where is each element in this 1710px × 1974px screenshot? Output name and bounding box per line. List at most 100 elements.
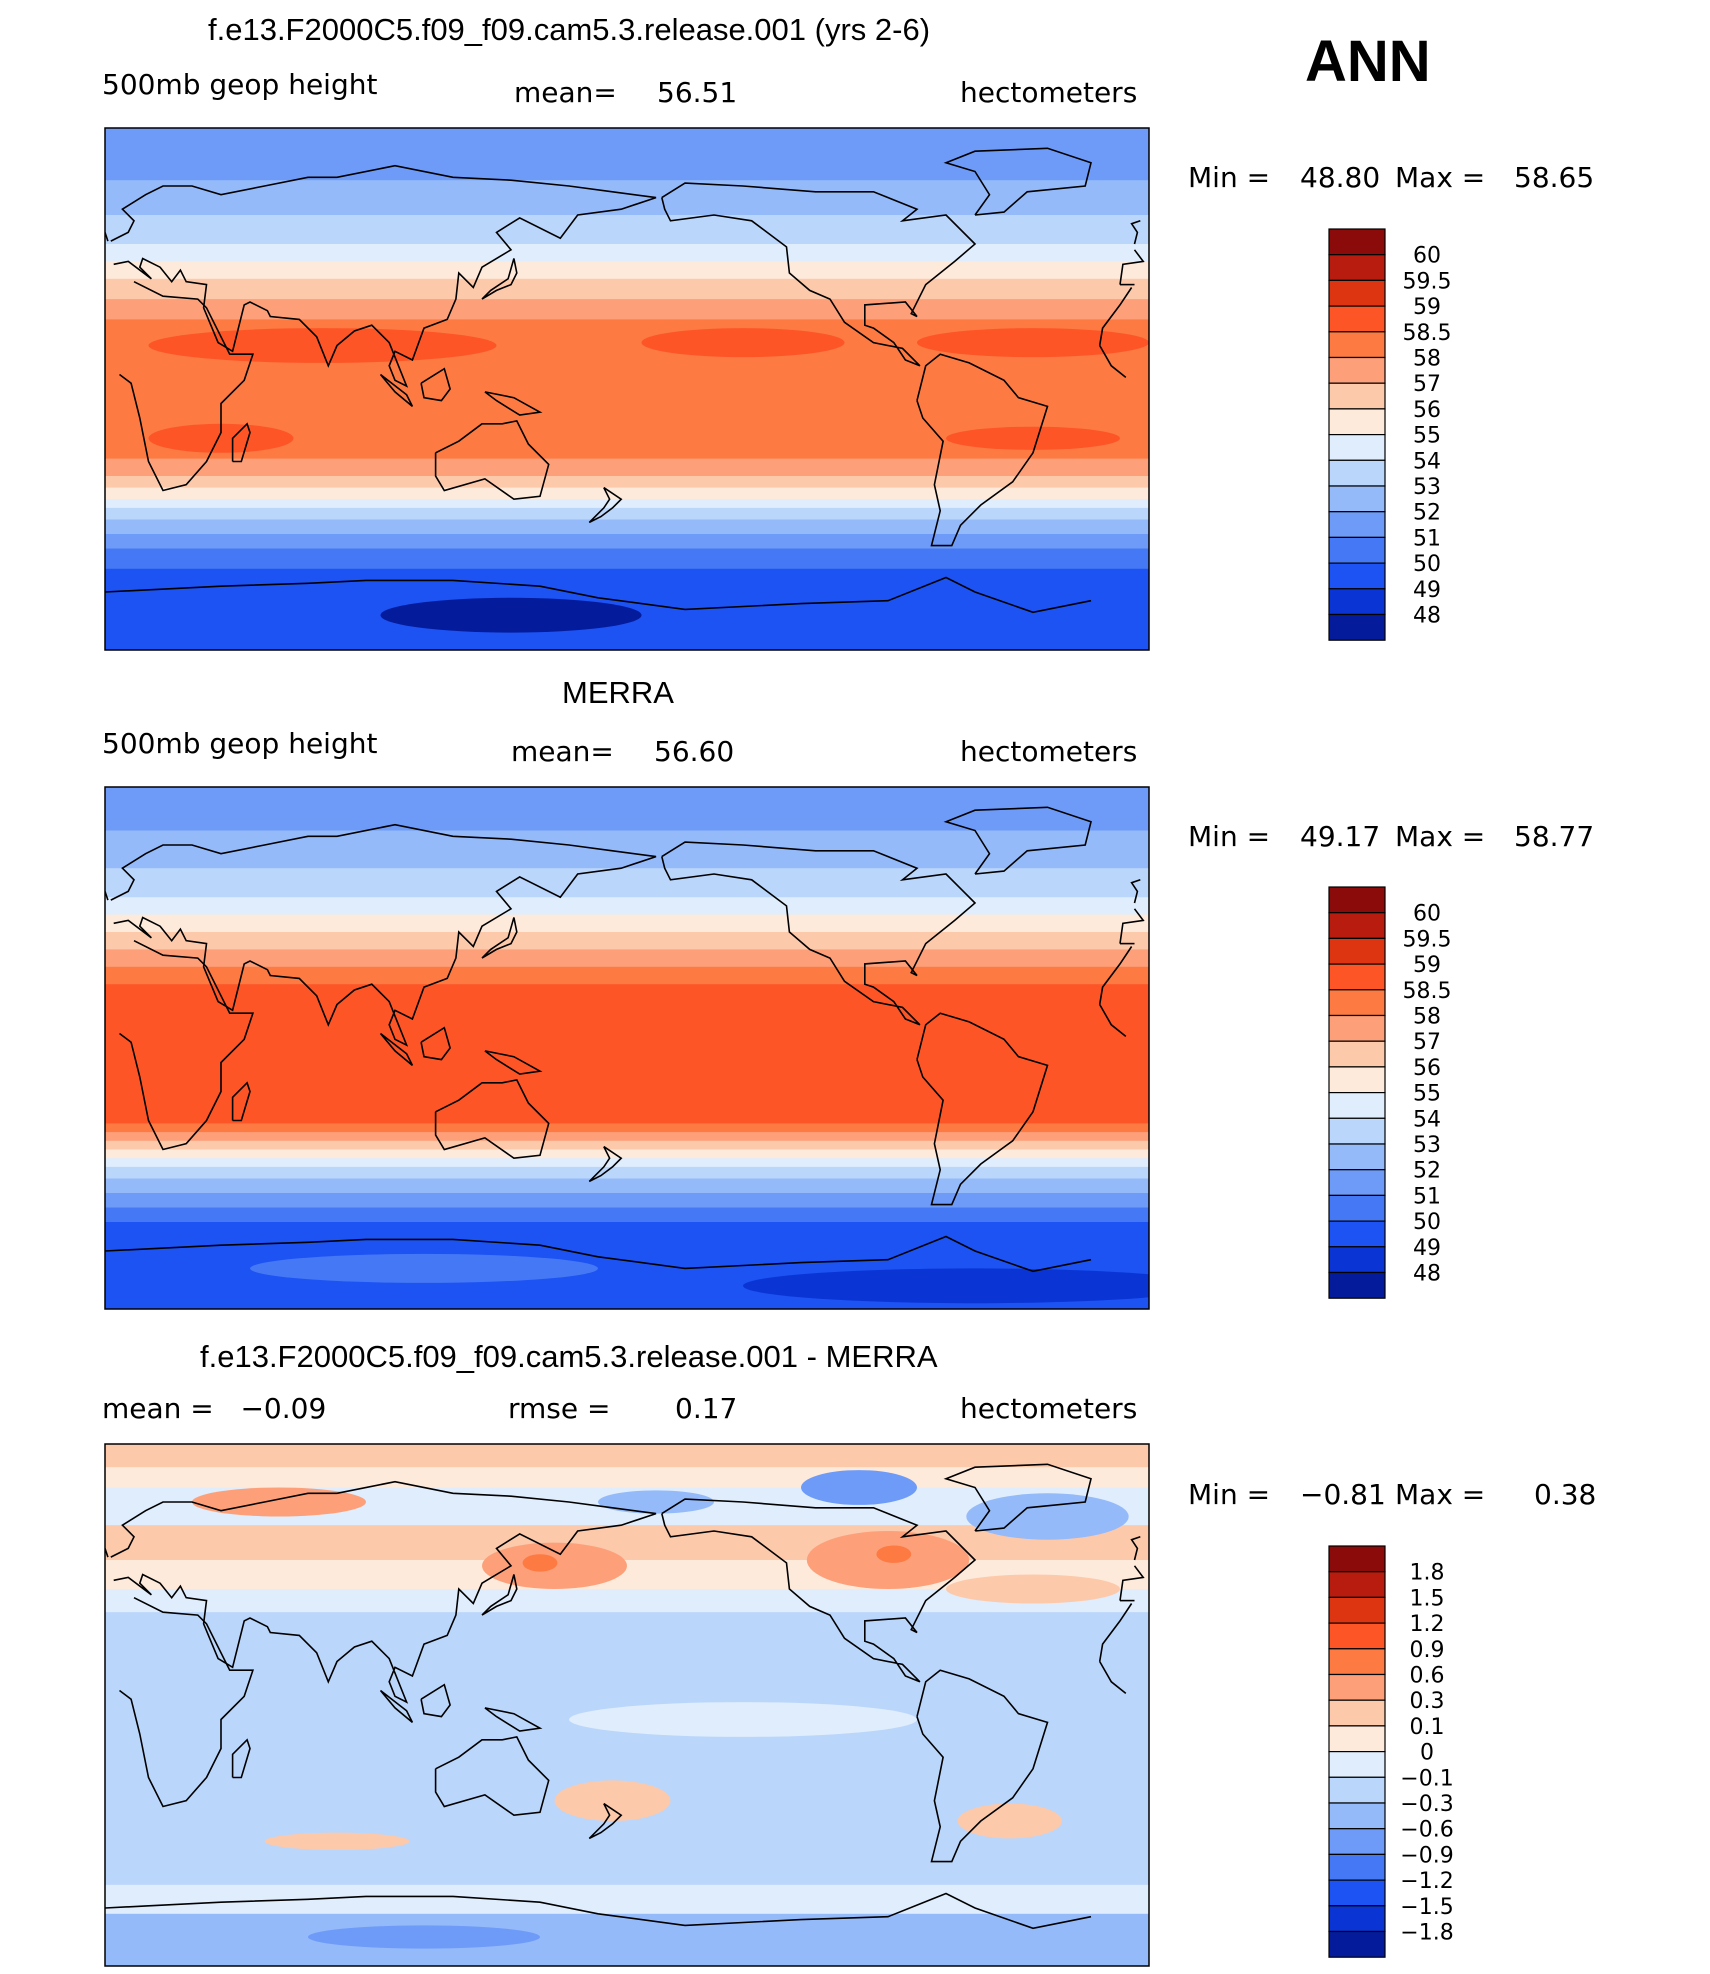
panel-2-map bbox=[104, 786, 1150, 1310]
colorbar-swatch bbox=[1328, 254, 1386, 281]
field-band bbox=[105, 458, 1149, 477]
coastline bbox=[588, 1145, 623, 1183]
panel-2-frame bbox=[104, 786, 1150, 1310]
colorbar-tick-label: 52 bbox=[1413, 501, 1441, 526]
coastline bbox=[943, 1463, 1092, 1532]
field-band bbox=[105, 1111, 1149, 1125]
field-band bbox=[105, 830, 1149, 870]
coastline bbox=[1119, 249, 1145, 285]
field-feature bbox=[946, 426, 1120, 450]
colorbar-swatch bbox=[1328, 331, 1386, 359]
colorbar-tick-label: 58.5 bbox=[1403, 979, 1452, 1004]
colorbar-swatch bbox=[1328, 1622, 1386, 1650]
panel-1-min-label: Min = bbox=[1188, 161, 1271, 194]
coastline bbox=[484, 391, 543, 416]
field-band bbox=[105, 1166, 1149, 1180]
colorbar-tick-label: 49 bbox=[1413, 578, 1441, 603]
field-band bbox=[105, 1467, 1149, 1489]
field-band bbox=[105, 1525, 1149, 1561]
coastline bbox=[379, 1689, 414, 1724]
field-band bbox=[105, 1140, 1149, 1151]
panel-3-colorbar: 1.81.51.20.90.60.30.10−0.1−0.3−0.6−0.9−1… bbox=[1328, 1545, 1454, 1958]
colorbar-swatch bbox=[1328, 356, 1386, 384]
colorbar-tick-label: −1.8 bbox=[1400, 1921, 1453, 1946]
panel-3-map bbox=[104, 1443, 1150, 1967]
coastline bbox=[481, 917, 518, 959]
field-band bbox=[105, 476, 1149, 489]
colorbar-swatch bbox=[1328, 511, 1386, 539]
coastline bbox=[110, 823, 657, 1047]
panel-3-min-label: Min = bbox=[1188, 1478, 1271, 1511]
colorbar-tick-label: 49 bbox=[1413, 1236, 1441, 1261]
panel-1-variable: 500mb geop height bbox=[102, 68, 378, 101]
colorbar-swatch bbox=[1328, 937, 1386, 965]
field-feature bbox=[554, 1780, 671, 1821]
field-feature bbox=[148, 328, 497, 363]
field-band bbox=[105, 787, 1149, 832]
coastline bbox=[420, 367, 451, 402]
colorbar-tick-label: 0.3 bbox=[1410, 1689, 1445, 1714]
field-band bbox=[105, 1864, 1149, 1886]
colorbar-tick-label: 0.6 bbox=[1410, 1664, 1445, 1689]
colorbar-swatch bbox=[1328, 1117, 1386, 1145]
colorbar-swatch bbox=[1328, 382, 1386, 410]
coastline bbox=[1098, 287, 1133, 346]
coastline bbox=[481, 1574, 518, 1616]
season-label: ANN bbox=[1305, 29, 1431, 94]
coastline bbox=[119, 280, 255, 492]
colorbar-swatch bbox=[1328, 1169, 1386, 1196]
coastline bbox=[105, 576, 1092, 614]
field-feature bbox=[264, 1832, 410, 1851]
coastline bbox=[110, 164, 657, 388]
coastline bbox=[484, 1050, 543, 1075]
panel-2-mean-value: 56.60 bbox=[654, 735, 735, 768]
colorbar-tick-label: 1.5 bbox=[1410, 1586, 1445, 1611]
field-band bbox=[105, 1193, 1149, 1209]
field-band bbox=[105, 128, 1149, 182]
panel-2-min-value: 49.17 bbox=[1300, 820, 1381, 853]
colorbar-swatch bbox=[1328, 536, 1386, 564]
field-feature bbox=[641, 328, 845, 358]
colorbar-swatch bbox=[1328, 459, 1386, 487]
coastline bbox=[1130, 1536, 1141, 1561]
colorbar-tick-label: −0.1 bbox=[1400, 1766, 1453, 1791]
field-feature bbox=[917, 328, 1149, 358]
colorbar-swatch bbox=[1328, 1725, 1386, 1753]
colorbar-tick-label: 51 bbox=[1413, 526, 1441, 551]
coastline bbox=[379, 373, 414, 408]
field-feature bbox=[957, 1803, 1062, 1839]
coastline bbox=[434, 419, 550, 501]
colorbar-swatch bbox=[1328, 1066, 1386, 1094]
colorbar-swatch bbox=[1328, 279, 1386, 307]
colorbar-swatch bbox=[1328, 1596, 1386, 1624]
colorbar-tick-label: 51 bbox=[1413, 1184, 1441, 1209]
panel-2-units: hectometers bbox=[960, 735, 1138, 768]
field-feature bbox=[148, 423, 294, 453]
colorbar-tick-label: 58 bbox=[1413, 1005, 1441, 1030]
panel-1-max-label: Max = bbox=[1395, 161, 1486, 194]
coastline bbox=[1130, 879, 1141, 904]
colorbar-tick-label: 52 bbox=[1413, 1159, 1441, 1184]
coastline bbox=[1098, 946, 1133, 1005]
colorbar-tick-label: 0.9 bbox=[1410, 1638, 1445, 1663]
colorbar-swatch bbox=[1328, 1648, 1386, 1676]
colorbar-swatch bbox=[1328, 613, 1386, 641]
colorbar-tick-label: 54 bbox=[1413, 1107, 1441, 1132]
coastline bbox=[661, 182, 977, 367]
panel-2-mean-label: mean= bbox=[511, 735, 614, 768]
colorbar-tick-label: 53 bbox=[1413, 1133, 1441, 1158]
field-band bbox=[105, 244, 1149, 263]
colorbar-tick-label: 1.2 bbox=[1410, 1612, 1445, 1637]
colorbar-tick-label: −1.2 bbox=[1400, 1869, 1453, 1894]
panel-3-max-label: Max = bbox=[1395, 1478, 1486, 1511]
field-feature bbox=[569, 1702, 917, 1737]
panel-2-min-label: Min = bbox=[1188, 820, 1271, 853]
colorbar-swatch bbox=[1328, 1828, 1386, 1855]
coastline bbox=[588, 486, 623, 524]
colorbar-tick-label: 57 bbox=[1413, 372, 1441, 397]
colorbar-tick-label: −0.6 bbox=[1400, 1818, 1453, 1843]
coastline bbox=[231, 1081, 251, 1122]
